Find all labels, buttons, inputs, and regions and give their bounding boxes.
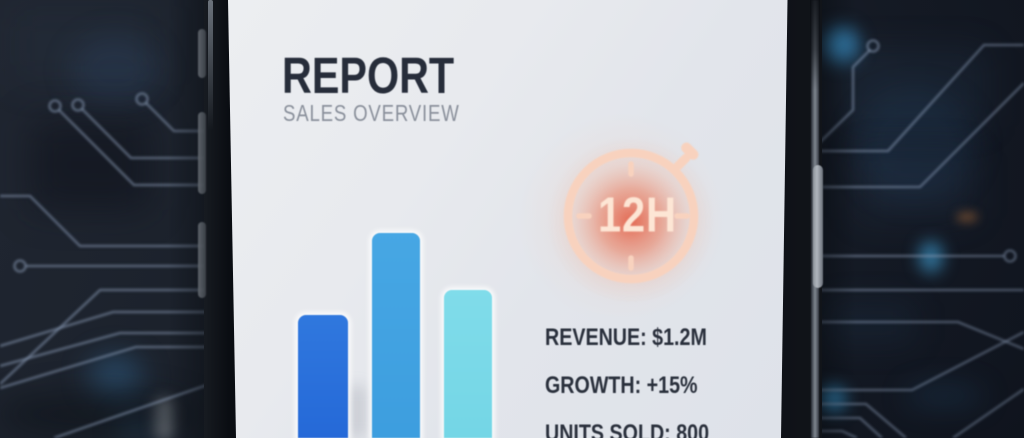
svg-text:12H: 12H — [598, 187, 677, 242]
